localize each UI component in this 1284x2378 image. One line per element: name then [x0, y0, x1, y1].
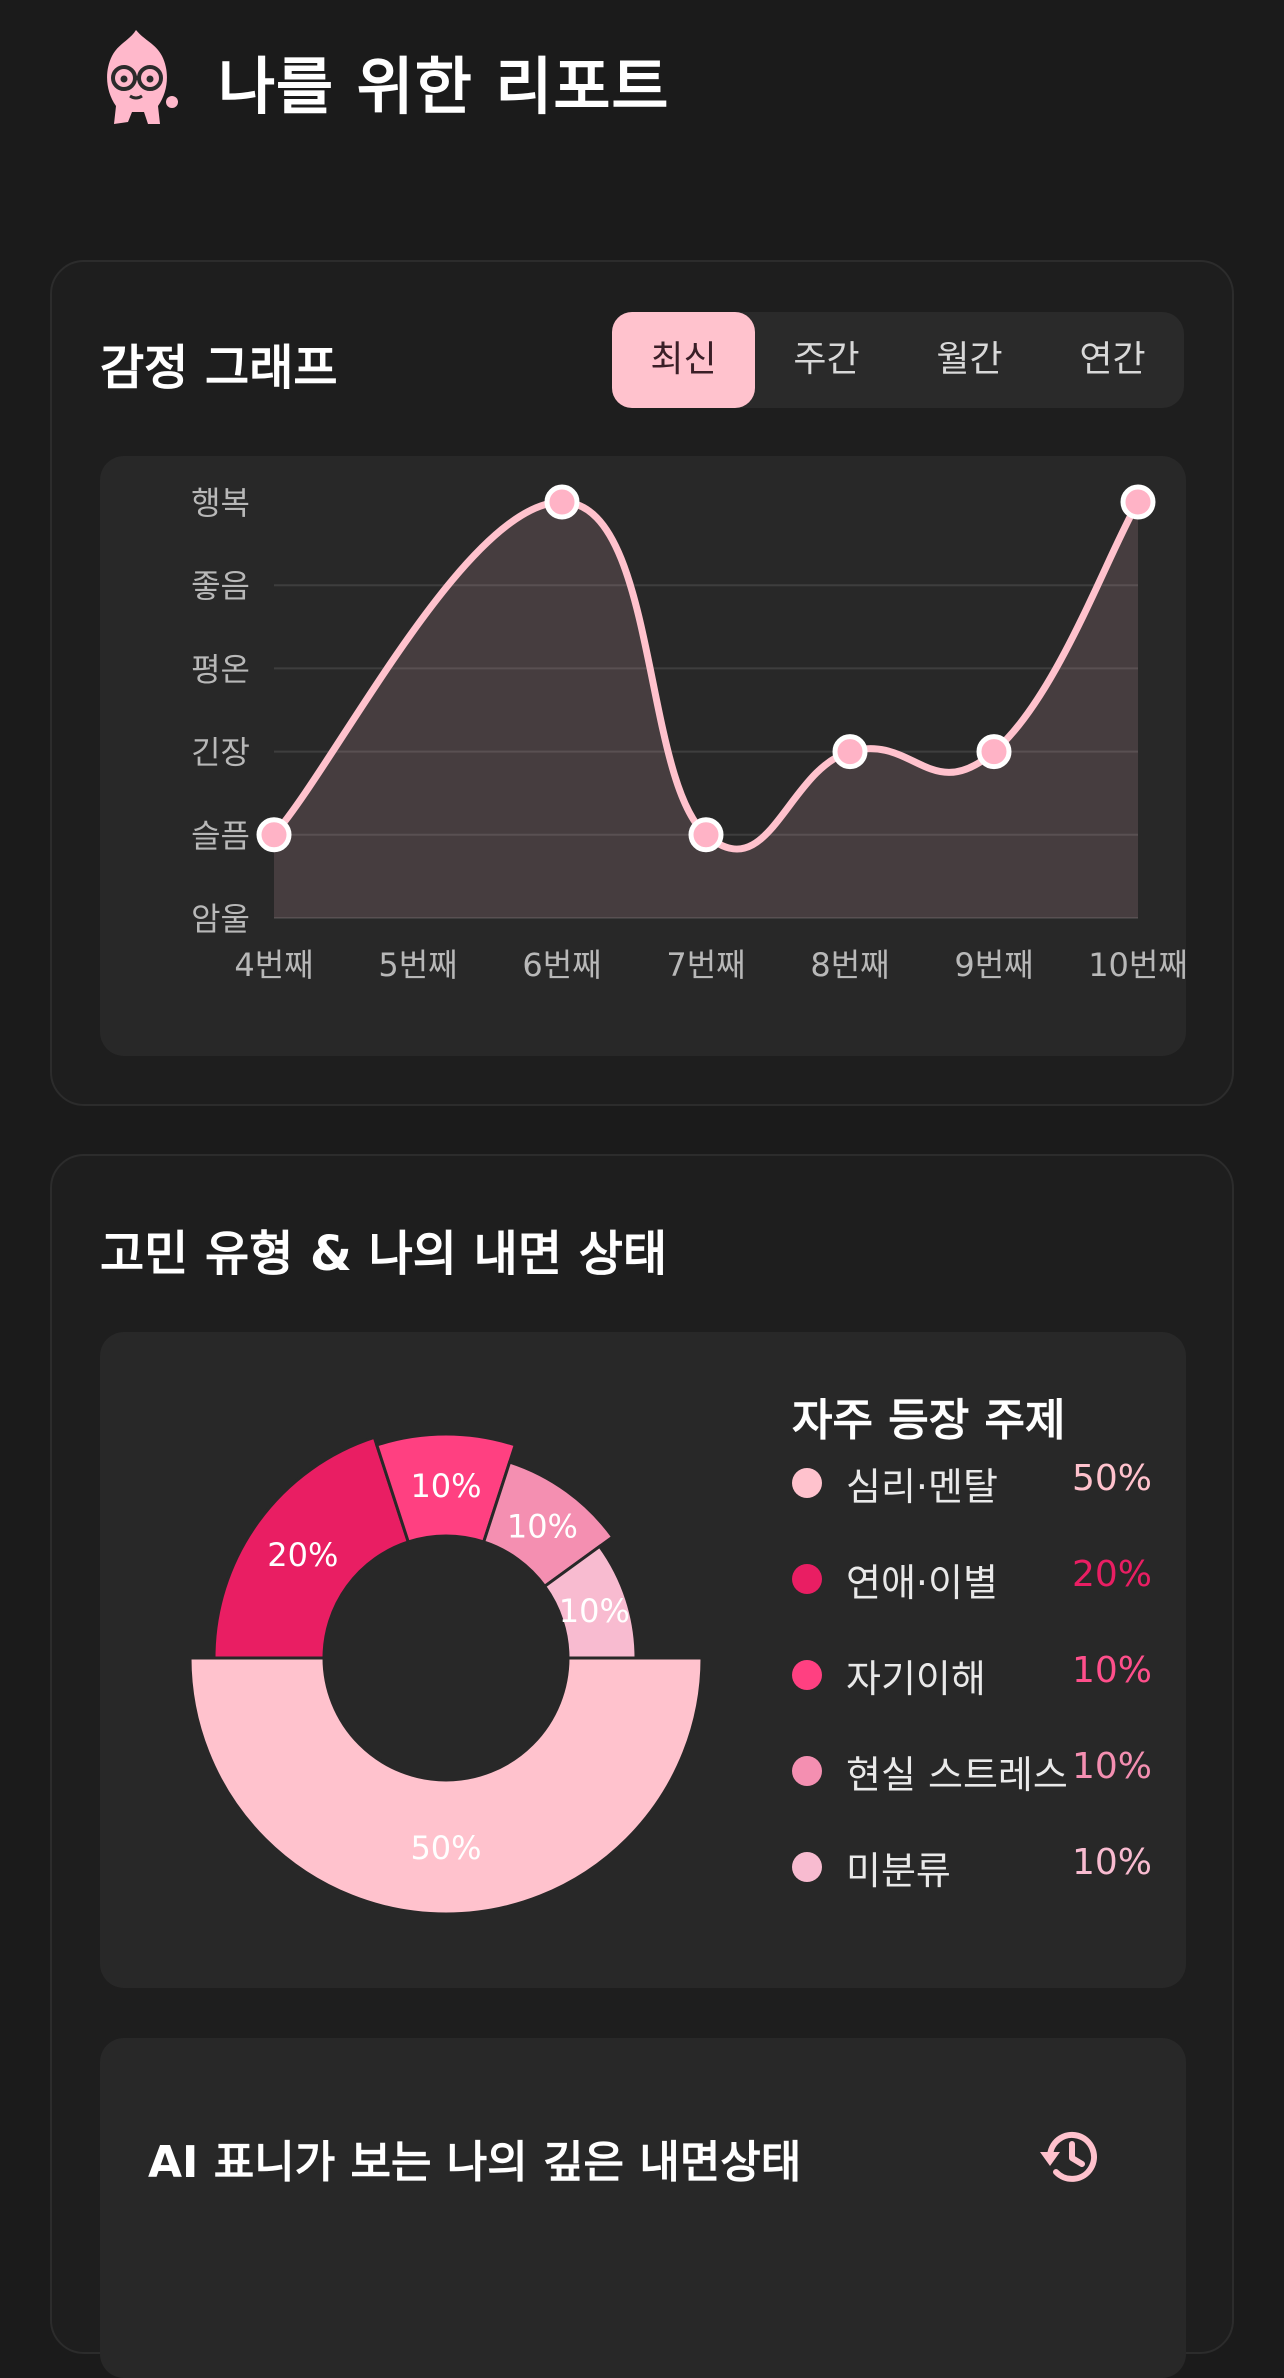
- donut-slice-label: 10%: [410, 1467, 481, 1505]
- x-tick-label: 4번째: [234, 946, 313, 984]
- donut-slice-label: 20%: [267, 1536, 338, 1574]
- legend-title: 자주 등장 주제: [792, 1395, 1066, 1446]
- donut-slice-label: 10%: [559, 1592, 630, 1630]
- tab-weekly[interactable]: 주간: [793, 339, 860, 380]
- y-tick-label: 좋음: [191, 567, 250, 605]
- legend-label: 연애·이별: [846, 1561, 998, 1605]
- y-tick-label: 행복: [191, 484, 250, 522]
- donut-slice: [212, 1435, 411, 1660]
- legend-label: 자기이해: [846, 1657, 986, 1701]
- x-tick-label: 10번째: [1088, 946, 1186, 984]
- legend-dot: [792, 1564, 822, 1594]
- x-tick-label: 7번째: [666, 946, 745, 984]
- history-icon[interactable]: [1036, 2122, 1106, 2192]
- legend-dot: [792, 1660, 822, 1690]
- data-point: [832, 734, 868, 770]
- y-tick-label: 긴장: [191, 734, 250, 772]
- x-tick-label: 9번째: [954, 946, 1033, 984]
- donut-slice-label: 10%: [507, 1507, 578, 1545]
- pink-character-icon: [107, 30, 178, 124]
- data-point: [256, 817, 292, 853]
- donut-slice: [542, 1544, 638, 1660]
- legend-value: 10%: [1071, 1746, 1152, 1787]
- page-title: 나를 위한 리포트: [218, 50, 670, 123]
- legend-value: 10%: [1071, 1650, 1152, 1691]
- tab-yearly[interactable]: 연간: [1079, 339, 1146, 380]
- legend-item: 미분류 10%: [792, 1836, 1152, 1896]
- donut-slice-label: 50%: [410, 1829, 481, 1867]
- area-fill: [274, 502, 1138, 918]
- period-tabs: 최신 주간 월간 연간: [612, 312, 1184, 408]
- legend-label: 심리·멘탈: [846, 1465, 998, 1509]
- legend-item: 현실 스트레스 10%: [792, 1740, 1152, 1800]
- x-tick-label: 5번째: [378, 946, 457, 984]
- data-point: [976, 734, 1012, 770]
- data-point: [688, 817, 724, 853]
- legend-dot: [792, 1756, 822, 1786]
- x-tick-label: 6번째: [522, 946, 601, 984]
- emotion-line-chart-svg: 암울 슬픔 긴장 평온 좋음 행복 4번째 5번째 6번째 7번째 8번째 9번째 10번째: [191, 484, 1186, 984]
- emotion-line-chart: 암울 슬픔 긴장 평온 좋음 행복 4번째 5번째 6번째 7번째 8번째 9번째 10번째: [100, 456, 1186, 1056]
- concern-card: 고민 유형 & 나의 내면 상태 50% 20% 10% 10% 10% 자주 등장 주…: [50, 1154, 1234, 2378]
- concern-title: 고민 유형 & 나의 내면 상태: [100, 1226, 668, 1282]
- y-tick-label: 평온: [191, 650, 250, 688]
- legend-value: 50%: [1071, 1458, 1152, 1499]
- legend-label: 현실 스트레스: [846, 1753, 1068, 1797]
- concern-donut-panel: 50% 20% 10% 10% 10% 자주 등장 주제 심리·멘탈 50% 연애·이별…: [100, 1332, 1186, 1988]
- ai-insight-panel: AI 표니가 보는 나의 깊은 내면상태: [100, 2038, 1186, 2378]
- tab-monthly[interactable]: 월간: [936, 339, 1003, 380]
- data-point: [1120, 484, 1156, 520]
- y-tick-label: 슬픔: [191, 817, 250, 855]
- legend-dot: [792, 1852, 822, 1882]
- concern-donut-chart: 50% 20% 10% 10% 10%: [188, 1432, 704, 1916]
- legend-item: 자기이해 10%: [792, 1644, 1152, 1704]
- tab-latest[interactable]: 최신: [612, 312, 755, 408]
- legend-item: 연애·이별 20%: [792, 1548, 1152, 1608]
- legend-dot: [792, 1468, 822, 1498]
- emotion-graph-card: 감정 그래프 최신 주간 월간 연간 암울 슬픔 긴장 평온 좋음 행복 4번째 5번째 6번째…: [50, 260, 1234, 1106]
- data-point: [544, 484, 580, 520]
- ai-insight-title: AI 표니가 보는 나의 깊은 내면상태: [148, 2137, 802, 2188]
- emotion-line: [270, 498, 1142, 853]
- legend-value: 20%: [1071, 1554, 1152, 1595]
- donut-slice: [481, 1460, 615, 1589]
- legend-value: 10%: [1071, 1842, 1152, 1883]
- header: 나를 위한 리포트: [0, 0, 1284, 160]
- emotion-graph-title: 감정 그래프: [100, 340, 338, 396]
- x-tick-label: 8번째: [810, 946, 889, 984]
- y-tick-label: 암울: [191, 900, 250, 938]
- legend-label: 미분류: [846, 1849, 951, 1893]
- donut-slice: [188, 1656, 704, 1916]
- donut-slice: [374, 1432, 518, 1544]
- legend-item: 심리·멘탈 50%: [792, 1452, 1152, 1512]
